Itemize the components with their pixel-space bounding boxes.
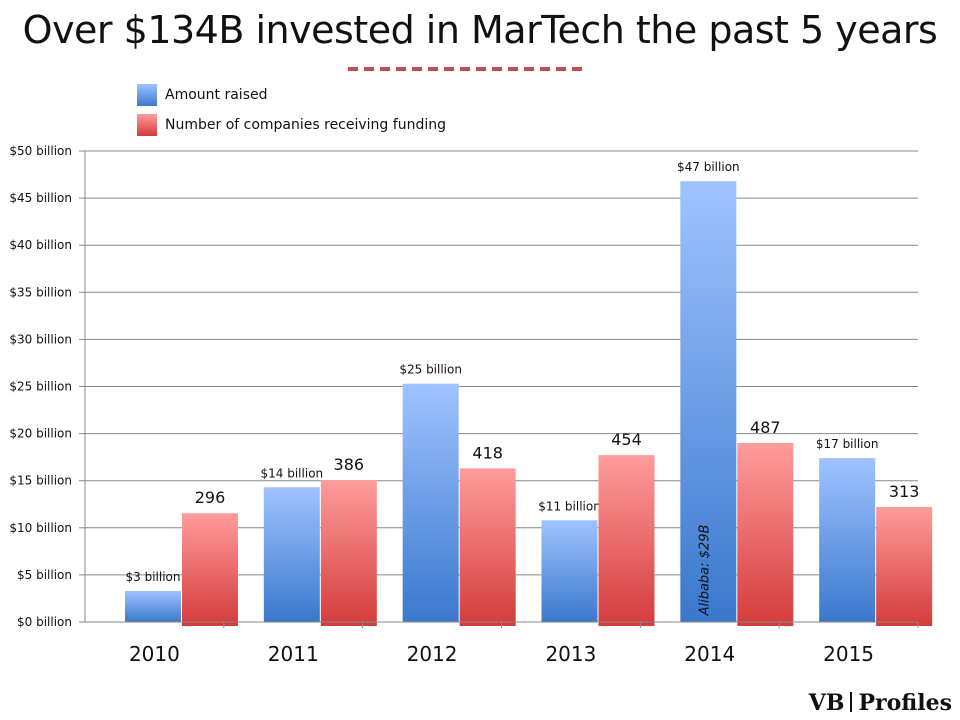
chart-title: Over $134B invested in MarTech the past …	[22, 8, 938, 52]
x-tick-label-2012: 2012	[407, 642, 458, 666]
bar-companies-funded-2013	[598, 455, 655, 626]
y-tick-label: $40 billion	[9, 238, 72, 252]
data-label-companies-funded-2010: 296	[195, 488, 226, 507]
y-tick-label: $10 billion	[9, 521, 72, 535]
bar-amount-raised-2015	[819, 458, 876, 622]
y-tick-label: $35 billion	[9, 285, 72, 299]
y-tick-label: $5 billion	[17, 568, 72, 582]
bar-amount-raised-2014	[680, 181, 737, 623]
bar-amount-raised-2013	[541, 520, 598, 622]
title-underline	[348, 67, 584, 71]
legend-swatch-amount-raised	[137, 84, 157, 106]
y-tick-label: $45 billion	[9, 191, 72, 205]
x-tick-label-2013: 2013	[545, 642, 596, 666]
data-label-amount-raised-2011: $14 billion	[261, 466, 324, 480]
x-tick-label-2015: 2015	[823, 642, 874, 666]
y-tick-label: $0 billion	[17, 615, 72, 629]
y-tick-label: $15 billion	[9, 474, 72, 488]
data-label-companies-funded-2015: 313	[889, 482, 920, 501]
data-label-companies-funded-2012: 418	[472, 443, 503, 462]
bar-companies-funded-2010	[182, 513, 238, 626]
logo-profiles-text: Profiles	[858, 690, 952, 716]
data-label-amount-raised-2010: $3 billion	[126, 570, 181, 584]
data-label-amount-raised-2012: $25 billion	[399, 363, 462, 377]
legend-label-amount-raised: Amount raised	[165, 87, 268, 103]
y-tick-label: $20 billion	[9, 427, 72, 441]
data-label-companies-funded-2011: 386	[334, 455, 365, 474]
y-tick-label: $50 billion	[9, 144, 72, 158]
bar-companies-funded-2011	[320, 480, 377, 626]
y-tick-label: $30 billion	[9, 332, 72, 346]
logo-vb-text: VB	[808, 690, 845, 716]
data-label-amount-raised-2013: $11 billion	[538, 499, 601, 513]
x-tick-label-2011: 2011	[268, 642, 319, 666]
bar-amount-raised-2012	[402, 383, 459, 622]
bar-amount-raised-2010	[125, 590, 181, 622]
legend-label-companies-funded: Number of companies receiving funding	[165, 117, 446, 133]
legend-swatch-companies-funded	[137, 114, 157, 136]
bar-amount-raised-2011	[263, 487, 320, 622]
data-label-amount-raised-2015: $17 billion	[816, 437, 879, 451]
logo-separator	[850, 692, 853, 712]
bar-companies-funded-2015	[876, 506, 933, 626]
data-label-companies-funded-2014: 487	[750, 418, 781, 437]
x-tick-label-2014: 2014	[684, 642, 735, 666]
x-tick-label-2010: 2010	[129, 642, 180, 666]
bar-companies-funded-2012	[459, 468, 516, 626]
annotation-alibaba: Alibaba: $29B	[697, 525, 712, 617]
data-label-companies-funded-2013: 454	[611, 430, 642, 449]
bar-companies-funded-2014	[737, 443, 794, 626]
data-label-amount-raised-2014: $47 billion	[677, 160, 740, 174]
y-tick-label: $25 billion	[9, 380, 72, 394]
vb-profiles-logo: VB Profiles	[809, 690, 952, 716]
